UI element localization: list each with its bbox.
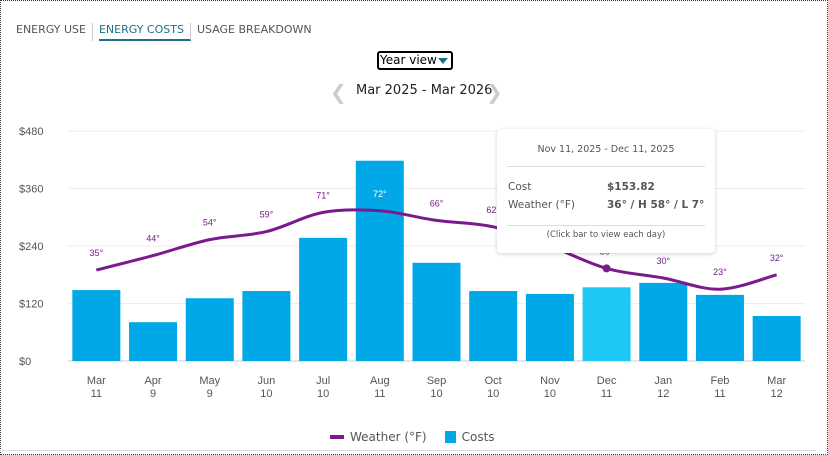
cost-bar[interactable] — [582, 287, 631, 361]
tooltip-divider — [507, 225, 705, 226]
x-tick-day: 12 — [771, 388, 783, 400]
x-tick-month: Aug — [370, 375, 390, 387]
cost-bar[interactable] — [129, 322, 178, 361]
x-tick-month: Sep — [427, 375, 447, 387]
x-tick-day: 10 — [544, 388, 556, 400]
tooltip-date: Nov 11, 2025 - Dec 11, 2025 — [537, 144, 675, 155]
tooltip: Nov 11, 2025 - Dec 11, 2025 Cost $153.82… — [497, 129, 715, 253]
x-tick-day: 9 — [150, 388, 156, 400]
weather-point-marker — [602, 264, 611, 273]
weather-point-label: 23° — [713, 267, 727, 277]
x-tick-month: Feb — [710, 375, 729, 387]
x-tick-day: 11 — [374, 388, 385, 400]
x-tick-day: 12 — [657, 388, 669, 400]
weather-point-label: 59° — [260, 210, 274, 220]
legend-costs-swatch — [444, 431, 456, 443]
cost-bar[interactable] — [695, 294, 744, 361]
tooltip-weather-value: 36° / H 58° / L 7° — [607, 199, 705, 211]
x-tick-day: 11 — [601, 388, 612, 400]
caret-down-icon — [438, 58, 448, 64]
cost-bar[interactable] — [412, 262, 461, 361]
tooltip-cost-label: Cost — [508, 181, 532, 193]
view-select[interactable]: Year view — [377, 51, 453, 70]
weather-point-label: 32° — [770, 253, 784, 263]
weather-point-label: 71° — [316, 190, 330, 200]
cost-bar[interactable] — [525, 293, 574, 361]
legend-weather-swatch — [330, 435, 344, 439]
cost-bar[interactable] — [299, 237, 348, 361]
tab-energy-costs[interactable]: ENERGY COSTS — [98, 23, 191, 41]
x-tick-day: 11 — [714, 388, 725, 400]
y-tick-label: $0 — [19, 356, 31, 368]
x-tick-month: Apr — [144, 375, 161, 387]
x-tick-day: 9 — [207, 388, 213, 400]
view-select-value: Year view — [380, 53, 437, 67]
cost-bar[interactable] — [355, 160, 404, 361]
weather-point-label: 72° — [373, 189, 387, 199]
x-tick-month: Jun — [258, 375, 276, 387]
x-tick-month: Jul — [316, 375, 330, 387]
y-tick-label: $480 — [19, 126, 43, 138]
tooltip-cost-value: $153.82 — [607, 181, 655, 193]
x-tick-day: 10 — [317, 388, 329, 400]
x-tick-month: Mar — [87, 375, 106, 387]
weather-line — [95, 208, 778, 291]
weather-point-label: 54° — [203, 218, 217, 228]
x-tick-day: 11 — [91, 388, 102, 400]
x-tick-month: May — [199, 375, 220, 387]
tooltip-weather-label: Weather (°F) — [508, 199, 576, 211]
x-tick-month: Nov — [540, 375, 560, 387]
cost-bar[interactable] — [185, 298, 234, 361]
y-tick-label: $120 — [19, 299, 43, 311]
weather-point-label: 35° — [90, 248, 104, 258]
weather-point-label: 44° — [146, 234, 160, 244]
legend: Weather (°F) Costs — [330, 430, 495, 444]
chevron-right-icon[interactable]: ❯ — [486, 80, 503, 104]
y-tick-label: $360 — [19, 184, 43, 196]
x-tick-day: 10 — [430, 388, 442, 400]
cost-bar[interactable] — [639, 282, 688, 361]
weather-point-label: 62° — [486, 205, 500, 215]
tab-bar: ENERGY USE ENERGY COSTS USAGE BREAKDOWN — [16, 23, 324, 41]
x-tick-month: Oct — [485, 375, 502, 387]
cost-bar[interactable] — [469, 291, 518, 361]
divider — [0, 450, 816, 451]
tooltip-note: (Click bar to view each day) — [546, 230, 666, 240]
weather-point-label: 66° — [430, 198, 444, 208]
chevron-left-icon[interactable]: ❮ — [330, 80, 347, 104]
legend-weather-label[interactable]: Weather (°F) — [350, 430, 427, 444]
legend-costs-label[interactable]: Costs — [461, 430, 495, 444]
tooltip-divider — [507, 166, 705, 167]
date-range-label: Mar 2025 - Mar 2026 — [356, 83, 493, 98]
x-tick-month: Jan — [654, 375, 672, 387]
x-tick-day: 10 — [260, 388, 272, 400]
x-tick-day: 10 — [487, 388, 499, 400]
y-tick-label: $240 — [19, 241, 43, 253]
cost-bar[interactable] — [72, 290, 121, 361]
cost-bar[interactable] — [752, 315, 801, 361]
tab-energy-use[interactable]: ENERGY USE — [16, 23, 93, 41]
x-tick-month: Dec — [597, 375, 617, 387]
x-tick-month: Mar — [767, 375, 786, 387]
cost-bar[interactable] — [242, 291, 291, 361]
tab-usage-breakdown[interactable]: USAGE BREAKDOWN — [196, 23, 312, 36]
weather-point-label: 30° — [656, 256, 670, 266]
